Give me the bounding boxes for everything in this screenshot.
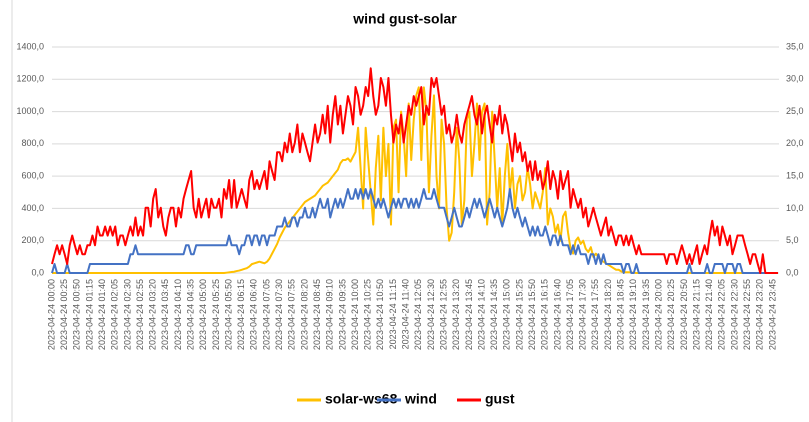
x-tick-label: 2023-04-24 17:30 [578, 279, 588, 350]
x-tick-label: 2023-04-24 17:05 [565, 279, 575, 350]
x-tick-label: 2023-04-24 23:20 [755, 279, 765, 350]
y-tick-label: 600,0 [21, 171, 44, 181]
x-tick-label: 2023-04-24 03:45 [160, 279, 170, 350]
x-tick-label: 2023-04-24 07:05 [261, 279, 271, 350]
x-tick-label: 2023-04-24 15:00 [502, 279, 512, 350]
y2-tick-label: 35,0 [786, 41, 804, 51]
y-tick-label: 800,0 [21, 138, 44, 148]
x-tick-label: 2023-04-24 21:15 [691, 279, 701, 350]
x-tick-label: 2023-04-24 04:35 [186, 279, 196, 350]
legend-label: solar-ws68 [325, 391, 398, 407]
x-tick-label: 2023-04-24 12:30 [426, 279, 436, 350]
x-tick-label: 2023-04-24 01:40 [97, 279, 107, 350]
x-tick-label: 2023-04-24 20:25 [666, 279, 676, 350]
x-tick-label: 2023-04-24 17:55 [590, 279, 600, 350]
y-tick-label: 200,0 [21, 235, 44, 245]
y2-tick-label: 10,0 [786, 203, 804, 213]
x-tick-label: 2023-04-24 08:20 [299, 279, 309, 350]
x-tick-label: 2023-04-24 00:00 [46, 279, 56, 350]
x-tick-label: 2023-04-24 09:10 [325, 279, 335, 350]
y-tick-label: 0,0 [31, 267, 44, 277]
x-tick-label: 2023-04-24 22:30 [729, 279, 739, 350]
x-tick-label: 2023-04-24 22:55 [742, 279, 752, 350]
x-tick-label: 2023-04-24 13:45 [464, 279, 474, 350]
y-tick-label: 400,0 [21, 203, 44, 213]
x-tick-label: 2023-04-24 16:40 [552, 279, 562, 350]
x-tick-label: 2023-04-24 18:20 [603, 279, 613, 350]
legend-label: gust [485, 391, 515, 407]
x-tick-label: 2023-04-24 02:55 [135, 279, 145, 350]
y2-tick-label: 25,0 [786, 106, 804, 116]
x-tick-label: 2023-04-24 12:05 [413, 279, 423, 350]
series-line [51, 67, 778, 274]
y-tick-label: 1000,0 [16, 106, 44, 116]
y-tick-label: 1200,0 [16, 74, 44, 84]
x-tick-label: 2023-04-24 01:15 [84, 279, 94, 350]
x-tick-label: 2023-04-24 06:15 [236, 279, 246, 350]
x-tick-label: 2023-04-24 23:45 [767, 279, 777, 350]
x-tick-label: 2023-04-24 14:35 [489, 279, 499, 350]
x-tick-label: 2023-04-24 19:10 [628, 279, 638, 350]
x-tick-label: 2023-04-24 19:35 [641, 279, 651, 350]
x-tick-label: 2023-04-24 04:10 [173, 279, 183, 350]
legend-label: wind [404, 391, 437, 407]
x-tick-label: 2023-04-24 18:45 [616, 279, 626, 350]
x-tick-label: 2023-04-24 20:50 [679, 279, 689, 350]
chart-title: wind gust-solar [352, 11, 457, 27]
x-tick-label: 2023-04-24 05:25 [211, 279, 221, 350]
x-tick-label: 2023-04-24 21:40 [704, 279, 714, 350]
x-tick-label: 2023-04-24 02:05 [110, 279, 120, 350]
y2-tick-label: 30,0 [786, 74, 804, 84]
x-tick-label: 2023-04-24 10:50 [375, 279, 385, 350]
x-tick-label: 2023-04-24 06:40 [249, 279, 259, 350]
x-tick-label: 2023-04-24 12:55 [438, 279, 448, 350]
x-tick-label: 2023-04-24 20:00 [653, 279, 663, 350]
x-tick-label: 2023-04-24 00:25 [59, 279, 69, 350]
x-tick-label: 2023-04-24 02:30 [122, 279, 132, 350]
series-line [51, 188, 778, 274]
x-tick-label: 2023-04-24 05:50 [223, 279, 233, 350]
x-tick-label: 2023-04-24 16:15 [540, 279, 550, 350]
y2-tick-label: 15,0 [786, 171, 804, 181]
y-tick-label: 1400,0 [16, 41, 44, 51]
x-tick-label: 2023-04-24 00:50 [72, 279, 82, 350]
x-tick-label: 2023-04-24 15:50 [527, 279, 537, 350]
x-tick-label: 2023-04-24 07:55 [287, 279, 297, 350]
x-tick-label: 2023-04-24 09:35 [337, 279, 347, 350]
y2-tick-label: 20,0 [786, 138, 804, 148]
y2-tick-label: 0,0 [786, 267, 799, 277]
x-tick-label: 2023-04-24 15:25 [514, 279, 524, 350]
x-tick-label: 2023-04-24 22:05 [717, 279, 727, 350]
x-tick-label: 2023-04-24 14:10 [476, 279, 486, 350]
x-tick-label: 2023-04-24 13:20 [451, 279, 461, 350]
x-tick-label: 2023-04-24 10:00 [350, 279, 360, 350]
x-tick-label: 2023-04-24 11:15 [388, 279, 398, 349]
x-tick-label: 2023-04-24 03:20 [148, 279, 158, 350]
x-tick-label: 2023-04-24 10:25 [363, 279, 373, 350]
y2-tick-label: 5,0 [786, 235, 799, 245]
x-tick-label: 2023-04-24 05:00 [198, 279, 208, 350]
x-tick-label: 2023-04-24 11:40 [401, 279, 411, 349]
x-tick-label: 2023-04-24 07:30 [274, 279, 284, 350]
x-tick-label: 2023-04-24 08:45 [312, 279, 322, 350]
